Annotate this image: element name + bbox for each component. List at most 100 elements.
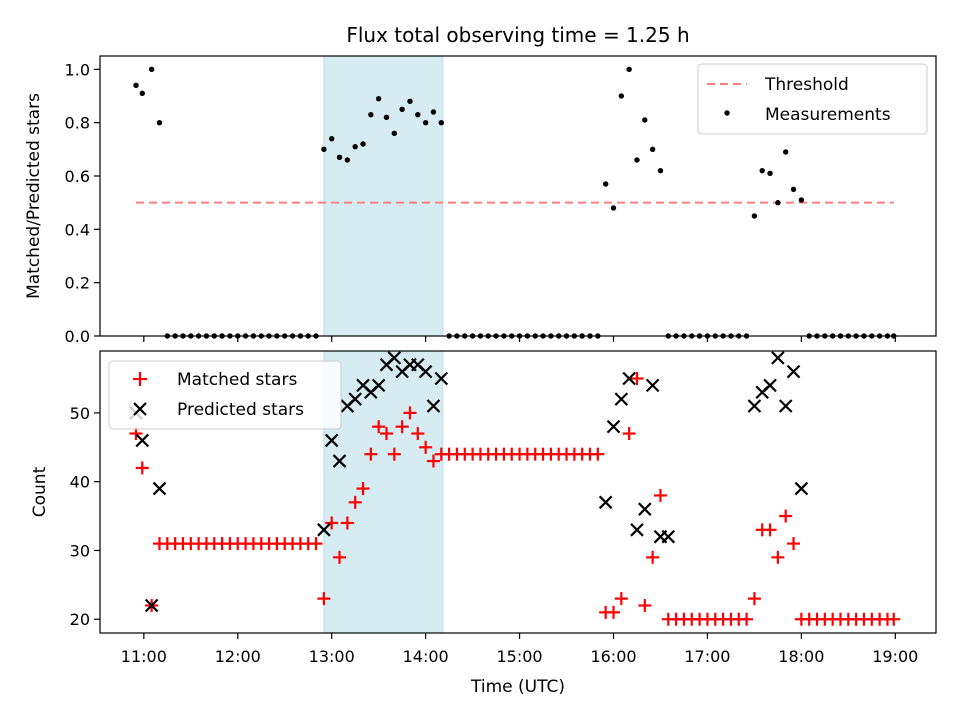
measurement-point [407,98,413,105]
count-y-tick-label: 40 [70,473,90,492]
predicted-star-point [598,495,613,510]
matched-star-point [426,454,440,468]
matched-star-point [317,592,331,606]
ratio-y-axis-label: Matched/Predicted stars [24,93,44,299]
predicted-star-point [348,392,362,406]
matched-star-point [787,537,801,551]
matched-star-point [411,427,425,441]
x-tick-label: 14:00 [403,647,449,666]
x-tick-label: 12:00 [215,647,261,666]
measurement-point [759,167,765,174]
x-tick-label: 15:00 [497,647,543,666]
predicted-star-point [324,433,339,448]
matched-star-point [340,516,354,530]
count-y-axis-label: Count [30,466,50,517]
predicted-star-point [771,351,785,365]
matched-star-point [606,605,620,619]
chart-title: Flux total observing time = 1.25 h [346,23,689,47]
ratio-y-tick-label: 1.0 [65,60,90,79]
measurement-point [321,146,327,153]
predicted-star-point [794,481,809,496]
matched-star-point [740,612,754,626]
predicted-star-point [418,364,433,379]
predicted-star-point [135,433,150,448]
predicted-star-point [371,378,386,393]
matched-star-point [135,461,149,475]
measurement-point [430,109,437,115]
matched-star-point [364,447,378,461]
matched-star-point [325,516,339,530]
ratio-y-tick-label: 0.6 [65,167,90,186]
predicted-star-point [638,502,652,516]
ratio-y-tick-label: 0.4 [65,220,90,239]
measurement-point [415,111,421,118]
legend-measurement-swatch [724,110,730,116]
x-tick-label: 13:00 [309,647,355,666]
predicted-star-point [144,598,159,613]
predicted-star-point [763,378,777,393]
count-y-ticks: 20 30 40 50 [70,404,100,629]
x-tick-label: 19:00 [872,647,918,666]
highlight-span-top [323,55,444,337]
measurement-point [139,90,145,97]
matched-star-point [372,420,386,434]
measurement-point [156,119,163,126]
x-tick-label: 11:00 [121,647,167,666]
predicted-star-point [332,454,347,468]
ratio-legend: Threshold Measurements [697,63,928,135]
measurement-point [360,141,366,147]
measurement-point [422,119,429,126]
count-y-tick-label: 50 [70,404,90,423]
predicted-star-point [778,399,793,413]
matched-star-point [646,550,660,564]
measurement-point [657,167,664,174]
count-y-tick-label: 20 [70,610,90,629]
measurement-point [751,213,758,219]
predicted-star-point [645,378,660,393]
measurement-point [767,170,773,177]
ratio-x-ticks [143,336,896,342]
matched-star-point [779,509,793,523]
legend-predicted-swatch [133,402,147,416]
measurement-point [618,93,625,99]
predicted-star-point [614,392,629,406]
x-tick-label: 17:00 [684,647,730,666]
count-x-ticks: 11:00 12:00 13:00 14:00 15:00 16:00 17:00 18:00… [121,633,918,666]
measurement-point [133,82,139,89]
matched-star-point [309,537,323,551]
measurement-point [368,111,374,118]
matched-star-point [379,427,393,441]
legend-matched-swatch [133,372,147,386]
measurement-point [399,106,405,113]
predicted-star-point [747,399,762,413]
measurement-point [352,143,358,150]
measurement-point [790,186,797,193]
ratio-y-tick-label: 0.0 [65,327,90,346]
measurement-point [344,157,351,163]
ratio-axes-frame [99,55,937,337]
ratio-y-tick-label: 0.8 [65,114,90,133]
predicted-star-point [317,523,331,537]
count-legend-box [108,360,342,430]
measurement-point [391,130,398,137]
ratio-legend-box [697,63,928,135]
x-tick-label: 18:00 [778,647,824,666]
matched-star-point [653,488,667,502]
measurement-point [783,149,789,155]
count-legend: Matched stars Predicted stars [108,360,342,430]
predicted-star-point [387,351,402,365]
matched-star-point [403,406,417,420]
x-axis-label: Time (UTC) [470,677,565,697]
legend-measurement-label: Measurements [765,105,891,125]
predicted-star-point [434,371,449,386]
measurement-point [438,119,444,126]
predicted-star-point [606,419,621,434]
highlight-span-bottom [323,350,444,634]
measurement-point [383,114,390,121]
ratio-panel: 0.0 0.2 0.4 0.6 0.8 1.0 Matched/Predicted sta… [24,55,937,346]
predicted-star-point [622,371,636,386]
legend-threshold-label: Threshold [764,75,849,95]
matched-star-point [614,592,628,606]
